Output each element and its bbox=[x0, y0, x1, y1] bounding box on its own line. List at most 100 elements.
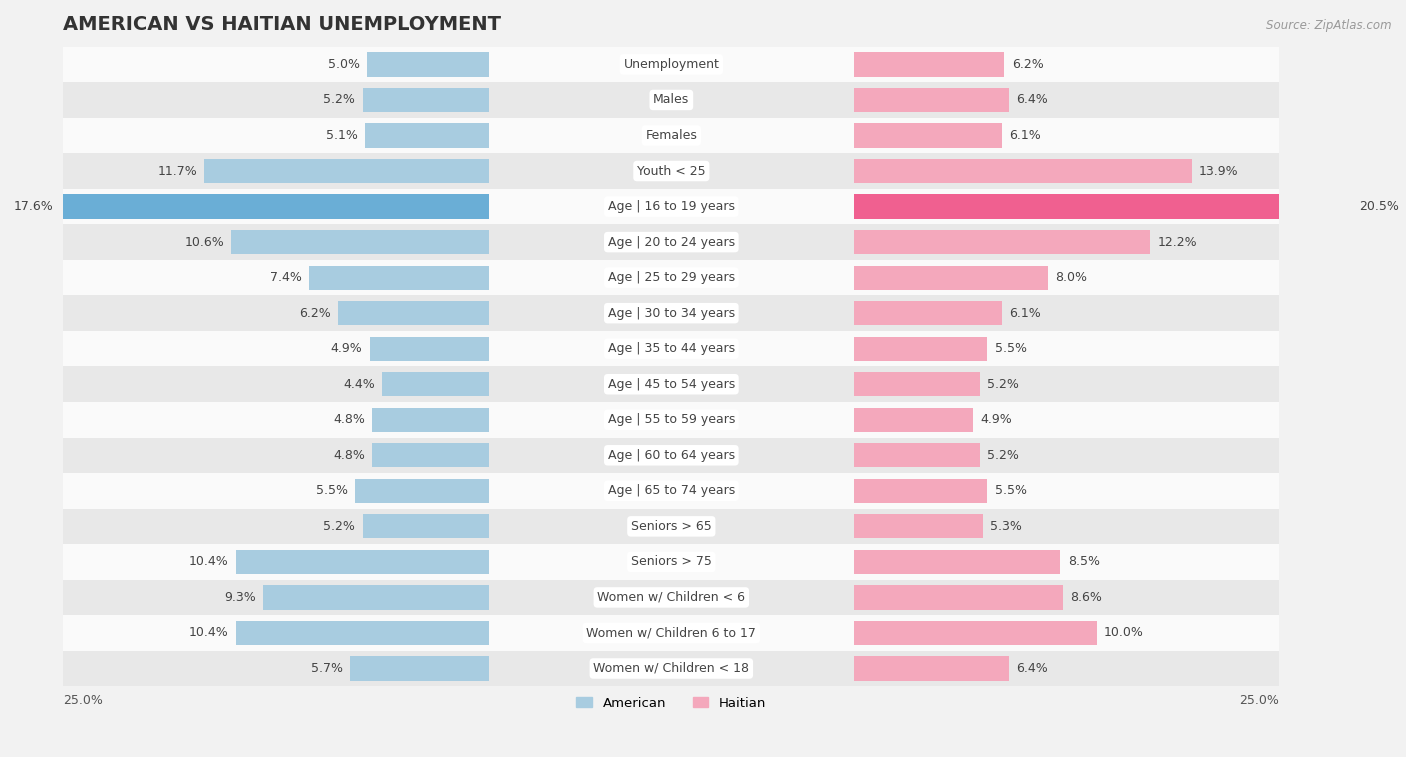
Bar bbox=[382, 372, 489, 397]
Bar bbox=[853, 585, 1063, 609]
Bar bbox=[309, 266, 489, 290]
Bar bbox=[63, 580, 1279, 615]
Bar bbox=[263, 585, 489, 609]
Bar bbox=[853, 195, 1353, 219]
Bar bbox=[853, 266, 1049, 290]
Bar bbox=[63, 615, 1279, 651]
Text: 5.2%: 5.2% bbox=[987, 378, 1019, 391]
Bar bbox=[853, 478, 987, 503]
Text: Women w/ Children < 18: Women w/ Children < 18 bbox=[593, 662, 749, 675]
Text: 25.0%: 25.0% bbox=[63, 694, 104, 707]
Text: Age | 35 to 44 years: Age | 35 to 44 years bbox=[607, 342, 735, 355]
Text: 10.6%: 10.6% bbox=[184, 235, 224, 248]
Text: 12.2%: 12.2% bbox=[1157, 235, 1198, 248]
Bar bbox=[63, 438, 1279, 473]
Text: 4.9%: 4.9% bbox=[330, 342, 363, 355]
Bar bbox=[853, 88, 1010, 112]
Text: 13.9%: 13.9% bbox=[1199, 164, 1239, 178]
Bar bbox=[63, 651, 1279, 687]
Text: Age | 65 to 74 years: Age | 65 to 74 years bbox=[607, 484, 735, 497]
Text: Age | 60 to 64 years: Age | 60 to 64 years bbox=[607, 449, 735, 462]
Legend: American, Haitian: American, Haitian bbox=[571, 691, 772, 715]
Text: 9.3%: 9.3% bbox=[224, 591, 256, 604]
Bar bbox=[363, 514, 489, 538]
Text: 5.7%: 5.7% bbox=[311, 662, 343, 675]
Bar bbox=[339, 301, 489, 326]
Bar bbox=[63, 295, 1279, 331]
Bar bbox=[204, 159, 489, 183]
Text: 20.5%: 20.5% bbox=[1360, 200, 1399, 213]
Text: 25.0%: 25.0% bbox=[1239, 694, 1279, 707]
Bar bbox=[853, 443, 980, 467]
Text: 5.1%: 5.1% bbox=[326, 129, 357, 142]
Bar bbox=[63, 366, 1279, 402]
Bar bbox=[63, 224, 1279, 260]
Text: 5.0%: 5.0% bbox=[328, 58, 360, 71]
Bar bbox=[63, 331, 1279, 366]
Text: 6.4%: 6.4% bbox=[1017, 662, 1049, 675]
Text: Seniors > 75: Seniors > 75 bbox=[631, 556, 711, 569]
Text: Age | 30 to 34 years: Age | 30 to 34 years bbox=[607, 307, 735, 319]
Bar bbox=[63, 83, 1279, 118]
Text: Age | 16 to 19 years: Age | 16 to 19 years bbox=[607, 200, 735, 213]
Text: 7.4%: 7.4% bbox=[270, 271, 302, 284]
Text: 4.8%: 4.8% bbox=[333, 449, 366, 462]
Bar bbox=[63, 402, 1279, 438]
Text: 5.5%: 5.5% bbox=[316, 484, 347, 497]
Text: 6.2%: 6.2% bbox=[1012, 58, 1043, 71]
Text: AMERICAN VS HAITIAN UNEMPLOYMENT: AMERICAN VS HAITIAN UNEMPLOYMENT bbox=[63, 15, 502, 34]
Text: Females: Females bbox=[645, 129, 697, 142]
Bar bbox=[236, 621, 489, 645]
Text: 6.2%: 6.2% bbox=[299, 307, 330, 319]
Text: Source: ZipAtlas.com: Source: ZipAtlas.com bbox=[1267, 19, 1392, 32]
Text: Males: Males bbox=[654, 93, 689, 107]
Text: Age | 25 to 29 years: Age | 25 to 29 years bbox=[607, 271, 735, 284]
Text: 10.0%: 10.0% bbox=[1104, 627, 1144, 640]
Bar bbox=[63, 153, 1279, 188]
Text: 8.0%: 8.0% bbox=[1056, 271, 1087, 284]
Bar bbox=[853, 230, 1150, 254]
Text: 10.4%: 10.4% bbox=[188, 627, 229, 640]
Bar bbox=[63, 473, 1279, 509]
Bar bbox=[63, 509, 1279, 544]
Text: 4.4%: 4.4% bbox=[343, 378, 374, 391]
Bar bbox=[853, 514, 983, 538]
Text: 5.2%: 5.2% bbox=[323, 93, 356, 107]
Bar bbox=[63, 118, 1279, 153]
Bar bbox=[853, 337, 987, 361]
Bar bbox=[236, 550, 489, 574]
Bar bbox=[63, 188, 1279, 224]
Bar bbox=[853, 621, 1097, 645]
Bar bbox=[853, 372, 980, 397]
Bar bbox=[853, 550, 1060, 574]
Bar bbox=[366, 123, 489, 148]
Bar bbox=[370, 337, 489, 361]
Text: 8.5%: 8.5% bbox=[1067, 556, 1099, 569]
Text: 5.3%: 5.3% bbox=[990, 520, 1022, 533]
Bar bbox=[363, 88, 489, 112]
Bar bbox=[853, 123, 1002, 148]
Bar bbox=[367, 52, 489, 76]
Bar bbox=[63, 260, 1279, 295]
Text: 10.4%: 10.4% bbox=[188, 556, 229, 569]
Text: 5.5%: 5.5% bbox=[994, 484, 1026, 497]
Text: 4.8%: 4.8% bbox=[333, 413, 366, 426]
Text: 6.1%: 6.1% bbox=[1010, 129, 1040, 142]
Bar bbox=[60, 195, 489, 219]
Text: 17.6%: 17.6% bbox=[14, 200, 53, 213]
Bar bbox=[231, 230, 489, 254]
Text: 4.9%: 4.9% bbox=[980, 413, 1012, 426]
Text: Age | 45 to 54 years: Age | 45 to 54 years bbox=[607, 378, 735, 391]
Text: Seniors > 65: Seniors > 65 bbox=[631, 520, 711, 533]
Text: 6.1%: 6.1% bbox=[1010, 307, 1040, 319]
Text: 8.6%: 8.6% bbox=[1070, 591, 1102, 604]
Text: Women w/ Children < 6: Women w/ Children < 6 bbox=[598, 591, 745, 604]
Bar bbox=[63, 47, 1279, 83]
Bar bbox=[350, 656, 489, 681]
Bar bbox=[853, 159, 1192, 183]
Bar bbox=[853, 656, 1010, 681]
Text: Women w/ Children 6 to 17: Women w/ Children 6 to 17 bbox=[586, 627, 756, 640]
Text: 5.2%: 5.2% bbox=[323, 520, 356, 533]
Text: Youth < 25: Youth < 25 bbox=[637, 164, 706, 178]
Text: Unemployment: Unemployment bbox=[623, 58, 720, 71]
